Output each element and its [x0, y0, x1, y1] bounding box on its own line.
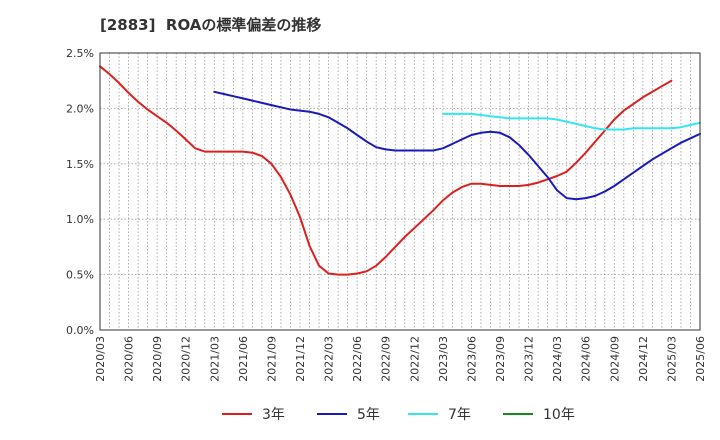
plot-frame	[99, 52, 701, 331]
x-tick-label: 2020/12	[180, 336, 193, 382]
x-tick-label: 2022/03	[323, 336, 336, 382]
series-layer	[99, 65, 701, 276]
x-tick-label: 2023/09	[494, 336, 507, 382]
series-line-5年	[213, 90, 701, 201]
legend-label: 5年	[357, 407, 380, 423]
x-axis: 2020/03 2020/06 2020/09 2020/12 2021/03 2021/…	[94, 336, 707, 382]
grid-lines	[100, 53, 700, 330]
y-tick-label: 1.5%	[66, 158, 94, 171]
x-tick-label: 2023/12	[523, 336, 536, 382]
y-tick-label: 1.0%	[66, 213, 94, 226]
x-tick-label: 2022/09	[380, 336, 393, 382]
legend: 3年 5年 7年 10年	[222, 407, 575, 423]
plot-background	[100, 53, 700, 330]
x-tick-label: 2021/03	[208, 336, 221, 382]
y-axis: 0.0% 0.5% 1.0% 1.5% 2.0% 2.5%	[66, 47, 94, 337]
x-tick-label: 2020/06	[123, 336, 136, 382]
x-tick-label: 2021/09	[265, 336, 278, 382]
chart-title: [2883] ROAの標準偏差の推移	[100, 16, 322, 34]
x-tick-label: 2024/09	[608, 336, 621, 382]
x-tick-label: 2023/06	[465, 336, 478, 382]
x-tick-label: 2022/06	[351, 336, 364, 382]
x-tick-label: 2025/03	[665, 336, 678, 382]
y-tick-label: 0.5%	[66, 269, 94, 282]
x-tick-label: 2024/06	[580, 336, 593, 382]
x-tick-label: 2022/12	[408, 336, 421, 382]
legend-label: 3年	[262, 407, 285, 423]
x-tick-label: 2024/03	[551, 336, 564, 382]
y-tick-label: 2.5%	[66, 47, 94, 60]
legend-label: 10年	[543, 407, 575, 423]
series-line-3年	[99, 65, 673, 276]
y-tick-label: 2.0%	[66, 102, 94, 115]
y-tick-label: 0.0%	[66, 324, 94, 337]
x-tick-label: 2021/12	[294, 336, 307, 382]
legend-label: 7年	[448, 407, 471, 423]
x-tick-label: 2021/06	[237, 336, 250, 382]
x-tick-label: 2020/09	[151, 336, 164, 382]
x-tick-label: 2020/03	[94, 336, 107, 382]
x-tick-label: 2023/03	[437, 336, 450, 382]
x-tick-label: 2025/06	[694, 336, 707, 382]
series-line-7年	[441, 112, 701, 131]
x-tick-label: 2024/12	[637, 336, 650, 382]
